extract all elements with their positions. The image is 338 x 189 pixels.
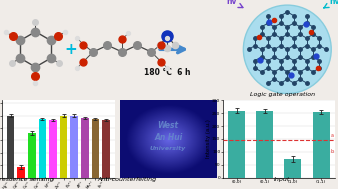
Text: 180 °C  6 h: 180 °C 6 h	[144, 68, 191, 77]
Bar	[70, 116, 78, 178]
Text: b: b	[331, 149, 334, 154]
Text: West: West	[158, 121, 179, 130]
Text: a: a	[331, 133, 334, 138]
Text: hv: hv	[324, 0, 338, 8]
Bar	[39, 119, 46, 178]
Circle shape	[243, 5, 331, 94]
Bar	[49, 120, 57, 178]
Bar	[60, 116, 67, 178]
Text: An Hui: An Hui	[154, 133, 182, 142]
Bar	[28, 133, 35, 178]
Text: Logic gate operation: Logic gate operation	[250, 92, 315, 97]
Bar	[313, 112, 330, 178]
Text: University: University	[150, 146, 186, 152]
Bar	[81, 118, 89, 178]
Bar	[256, 111, 273, 178]
Text: +: +	[65, 42, 77, 57]
Bar	[102, 120, 110, 178]
Text: Anti-counterfeiting: Anti-counterfeiting	[97, 177, 156, 182]
Text: Fluorescence sensing: Fluorescence sensing	[0, 177, 54, 182]
Text: Input: Input	[274, 177, 290, 182]
Text: hv: hv	[226, 0, 243, 8]
Bar	[18, 167, 25, 178]
Bar	[285, 159, 301, 178]
Bar	[92, 119, 99, 178]
Bar	[228, 111, 245, 178]
Bar	[7, 116, 15, 178]
Y-axis label: Intensity (a.u.): Intensity (a.u.)	[206, 119, 211, 158]
